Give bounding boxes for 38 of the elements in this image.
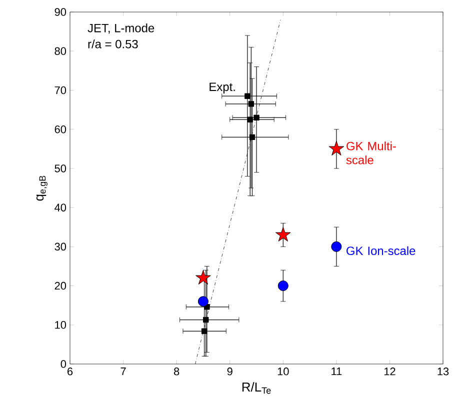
y-tick-label: 10 xyxy=(55,321,66,329)
y-tick-label: 60 xyxy=(54,125,66,134)
annotation: r/a = 0.53 xyxy=(88,40,138,48)
point xyxy=(275,226,291,242)
point xyxy=(254,114,260,120)
annotation: JET, L-mode xyxy=(88,24,154,34)
y-tick-label: 90 xyxy=(54,8,66,16)
y-tick-label: 70 xyxy=(54,86,66,94)
x-tick-label: 8 xyxy=(174,368,180,376)
y-tick-label: 80 xyxy=(54,47,66,55)
point xyxy=(203,316,209,323)
y-tick-label: 0 xyxy=(60,360,66,368)
y-tick-label: 50 xyxy=(54,164,66,172)
y-tick-label: 40 xyxy=(54,204,66,212)
x-axis-title: R/L$_{Te}$ xyxy=(242,382,271,394)
point xyxy=(244,93,250,99)
series-label: Expt. xyxy=(210,82,235,94)
point xyxy=(331,241,342,252)
point xyxy=(249,134,256,140)
series-label: GK Ion-scale xyxy=(346,246,416,256)
x-tick-label: 7 xyxy=(120,368,126,376)
y-tick-label: 30 xyxy=(54,242,66,251)
point xyxy=(328,140,344,156)
x-tick-label: 6 xyxy=(68,368,73,376)
point xyxy=(196,270,211,285)
point xyxy=(278,280,288,292)
point xyxy=(201,328,208,334)
point xyxy=(198,296,208,307)
x-tick-label: 11 xyxy=(332,368,342,376)
x-tick-label: 12 xyxy=(384,368,396,376)
y-axis-title: q$_{e,gB}$ xyxy=(36,176,48,201)
series-label: GK Multi-scale xyxy=(346,142,396,164)
point xyxy=(247,116,253,122)
x-tick-label: 10 xyxy=(278,368,289,376)
x-tick-label: 13 xyxy=(438,368,449,376)
x-tick-label: 9 xyxy=(227,368,232,376)
point xyxy=(248,101,254,107)
y-tick-label: 20 xyxy=(54,282,66,290)
